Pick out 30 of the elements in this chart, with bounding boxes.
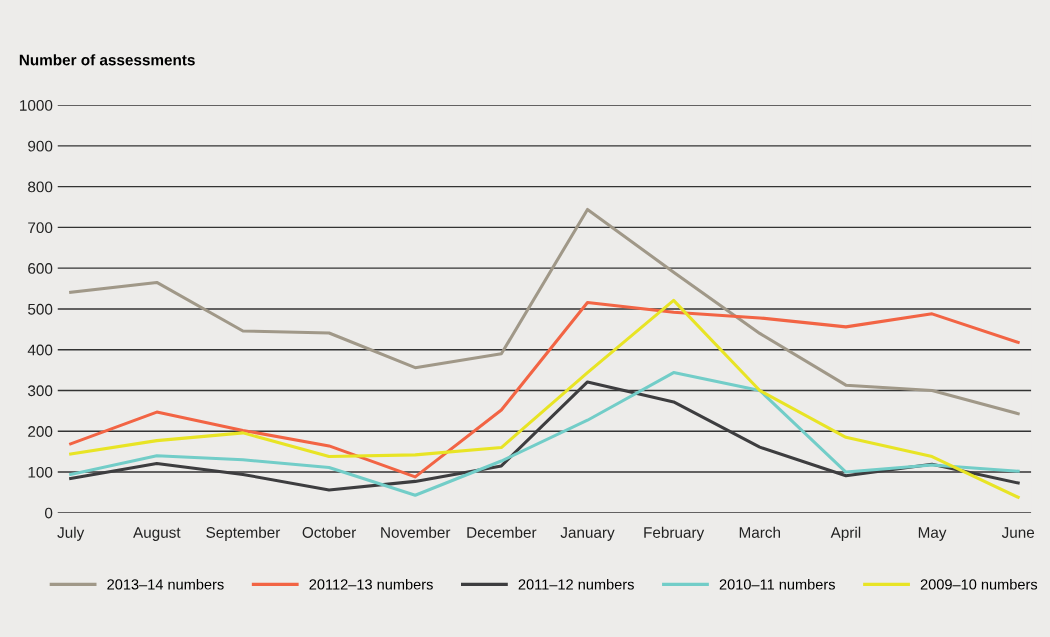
legend-label: 2009–10 numbers — [920, 578, 1038, 590]
y-tick-label: 100 — [28, 466, 53, 478]
x-tick-label: February — [644, 526, 705, 541]
y-tick-label: 200 — [28, 426, 53, 437]
x-tick-label: January — [560, 527, 615, 541]
y-tick-label: 400 — [27, 344, 53, 356]
y-tick-label: 0 — [44, 507, 53, 519]
y-tick-label: 1000 — [20, 99, 53, 111]
y-tick-label: 900 — [28, 140, 53, 152]
y-axis-title: Number of assessments — [19, 54, 195, 66]
x-tick-label: April — [830, 526, 861, 541]
x-tick-label: May — [918, 527, 947, 541]
y-tick-label: 300 — [27, 385, 53, 397]
y-tick-label: 600 — [28, 263, 53, 274]
x-tick-label: March — [739, 526, 780, 538]
x-tick-label: August — [133, 527, 181, 541]
legend-label: 2013–14 numbers — [107, 578, 224, 590]
x-tick-label: July — [57, 526, 85, 541]
x-tick-label: September — [206, 526, 281, 541]
x-tick-label: December — [467, 526, 537, 538]
line-series — [69, 207, 1020, 416]
y-tick-label: 500 — [28, 303, 53, 315]
legend-label: 20112–13 numbers — [309, 578, 433, 590]
x-tick-label: June — [1001, 527, 1035, 538]
x-tick-label: November — [381, 526, 451, 538]
y-tick-label: 700 — [28, 222, 53, 234]
x-tick-label: October — [302, 526, 356, 538]
legend-label: 2010–11 numbers — [719, 578, 835, 590]
y-tick-label: 800 — [28, 181, 53, 193]
legend-label: 2011–12 numbers — [518, 578, 634, 590]
